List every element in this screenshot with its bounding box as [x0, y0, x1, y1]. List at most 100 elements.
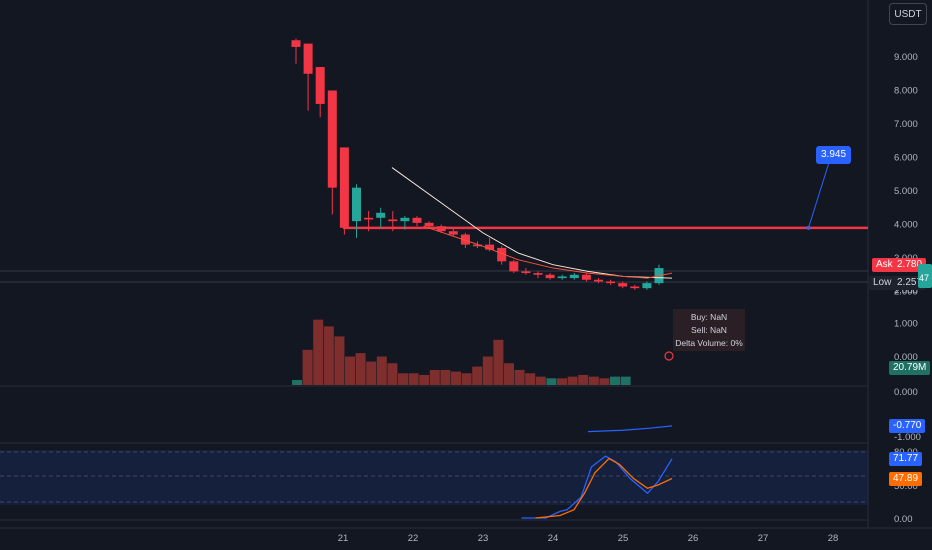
volume-bar — [482, 356, 493, 385]
volume-bar — [525, 373, 536, 385]
price-tick-label: 4.000 — [894, 220, 918, 231]
volume-bar — [461, 373, 472, 385]
candle-body — [545, 274, 555, 279]
stoch-tick-label: 50.00 — [894, 481, 918, 492]
candle-body — [315, 67, 325, 104]
volume-bar — [376, 356, 387, 385]
candle-body — [291, 40, 301, 47]
target-price-label[interactable]: 3.945 — [816, 146, 852, 164]
candle-body — [485, 244, 495, 250]
ask-price-tag: 2.780 — [893, 258, 927, 272]
candle-body — [448, 231, 458, 235]
volume-bar — [366, 361, 377, 385]
volume-tick-label: 0.000 — [894, 352, 918, 363]
volume-bar — [323, 326, 334, 385]
candle-body — [594, 279, 603, 282]
candle-body — [460, 234, 470, 245]
volume-bar — [620, 376, 631, 385]
candle-body — [533, 273, 543, 275]
ma-slow-line — [391, 167, 673, 279]
volume-bar — [578, 374, 589, 385]
volume-tick-label: 2.000 — [894, 285, 918, 296]
candle-body — [618, 283, 628, 287]
time-tick-label: 22 — [408, 533, 419, 544]
price-tick-label: 8.000 — [894, 86, 918, 97]
low-price-tag: 2.257 — [893, 276, 927, 290]
volume-bar — [292, 379, 302, 385]
price-tick-label: 6.000 — [894, 153, 918, 164]
time-tick-label: 25 — [618, 533, 629, 544]
candle-body — [364, 217, 374, 220]
volume-bar — [472, 366, 483, 385]
volume-bar — [610, 376, 620, 385]
tooltip-buy: Buy: NaN — [690, 312, 728, 322]
volume-bar — [557, 378, 567, 385]
tooltip-marker-icon — [664, 351, 674, 361]
delta-value-tag: -0.770 — [889, 419, 926, 433]
price-tick-label: 9.000 — [894, 52, 918, 63]
candle-body — [581, 274, 591, 280]
delta-line — [587, 425, 673, 433]
time-tick-label: 21 — [338, 533, 349, 544]
candle-body — [388, 219, 398, 222]
candle-body — [376, 212, 386, 218]
candle-body — [424, 222, 434, 227]
candle-body — [303, 43, 313, 74]
volume-value-tag: 20.79M — [889, 361, 931, 375]
candle-body — [497, 247, 507, 262]
currency-button[interactable]: USDT — [889, 3, 927, 25]
time-tick-label: 26 — [688, 533, 699, 544]
volume-bar — [567, 376, 578, 385]
volume-bar — [440, 369, 451, 385]
stoch-k-line — [521, 455, 673, 519]
stoch-tick-label: 0.00 — [894, 514, 913, 525]
volume-bar — [514, 369, 525, 385]
candle-body — [630, 286, 640, 289]
volume-bar — [599, 378, 610, 385]
projection-line — [808, 160, 830, 228]
candle-body — [339, 147, 349, 228]
volume-bar — [419, 374, 430, 385]
last-price-tag: 47 — [918, 264, 932, 288]
volume-bar — [408, 373, 419, 385]
volume-bar — [493, 339, 504, 385]
price-tick-label: 5.000 — [894, 186, 918, 197]
price-tick-label: 2.000 — [894, 287, 918, 298]
volume-bar — [398, 373, 408, 385]
volume-bar — [387, 363, 398, 385]
volume-bar — [429, 369, 440, 385]
ask-label-tag: Ask — [872, 258, 897, 272]
stoch-k-value-tag: 71.77 — [889, 452, 923, 466]
low-label-tag: Low — [869, 276, 896, 290]
volume-bar — [345, 356, 355, 385]
candle-body — [509, 261, 519, 272]
ma-fast-line — [423, 225, 673, 279]
volume-bar — [451, 371, 461, 385]
candle-body — [557, 276, 567, 279]
volume-bar — [302, 349, 313, 385]
volume-bar — [504, 363, 514, 385]
volume-bar — [313, 319, 324, 385]
price-tick-label: 7.000 — [894, 119, 918, 130]
candle-body — [569, 274, 579, 279]
candle-body — [606, 281, 616, 284]
volume-bar — [535, 376, 546, 385]
time-tick-label: 27 — [758, 533, 769, 544]
tooltip-sell: Sell: NaN — [691, 325, 727, 335]
stoch-d-line — [535, 457, 673, 519]
candle-body — [352, 187, 361, 222]
time-tick-label: 23 — [478, 533, 489, 544]
projection-anchor — [806, 225, 811, 230]
volume-bar — [355, 353, 366, 385]
tooltip-delta: Delta Volume: 0% — [675, 338, 743, 348]
time-tick-label: 28 — [828, 533, 839, 544]
candle-body — [642, 283, 652, 289]
stoch-band — [0, 450, 868, 505]
time-tick-label: 24 — [548, 533, 559, 544]
volume-bar — [334, 336, 345, 385]
volume-tick-label: 1.000 — [894, 319, 918, 330]
candle-body — [400, 217, 410, 222]
stoch-d-value-tag: 47.89 — [889, 472, 923, 486]
delta-tick-label: 0.000 — [894, 387, 918, 398]
